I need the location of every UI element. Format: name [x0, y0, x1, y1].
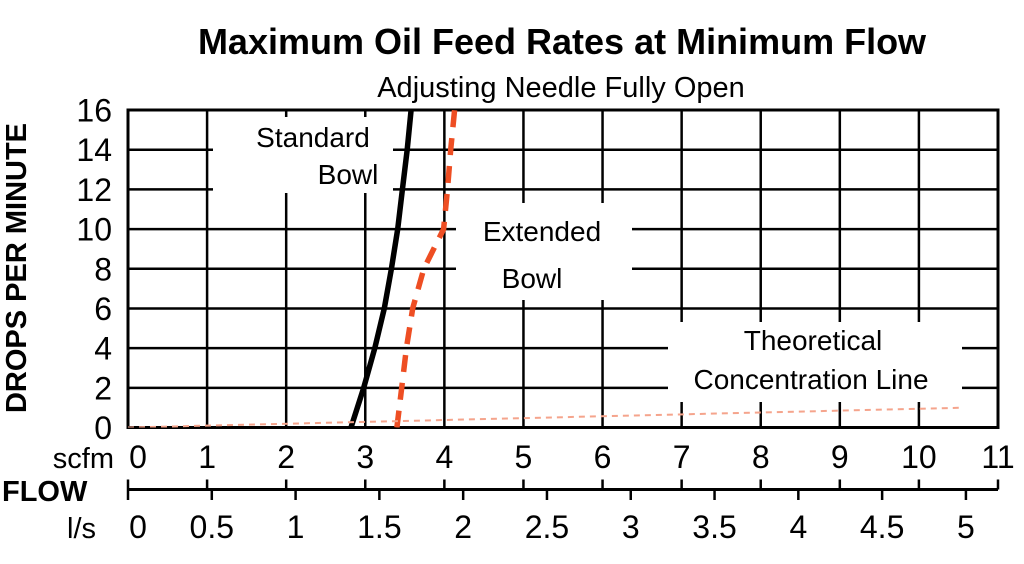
ls-tick-label: 5 — [957, 509, 975, 545]
y-tick-label: 2 — [94, 370, 112, 406]
scfm-tick-label: 9 — [831, 439, 849, 475]
chart-title: Maximum Oil Feed Rates at Minimum Flow — [198, 21, 927, 62]
data-series — [128, 110, 964, 428]
ls-tick-label: 3.5 — [692, 509, 736, 545]
ls-tick-label: 0 — [129, 509, 147, 545]
extended-bowl-label-line2: Bowl — [502, 263, 563, 294]
series-standard-bowl — [348, 110, 414, 428]
ls-tick-label: 4.5 — [860, 509, 904, 545]
extended-bowl-label-box — [456, 203, 632, 300]
ls-tick-label: 4 — [789, 509, 807, 545]
y-tick-label: 8 — [94, 251, 112, 287]
ls-tick-label: 3 — [622, 509, 640, 545]
standard-bowl-label-line1: Standard — [256, 122, 370, 153]
ls-tick-label: 1 — [287, 509, 305, 545]
standard-bowl-label-box — [213, 117, 393, 193]
scfm-tick-label: 6 — [594, 439, 612, 475]
scfm-tick-label: 10 — [901, 439, 937, 475]
series-theoretical-concentration-line — [128, 406, 964, 428]
series-annotations: Standard Bowl Extended Bowl Theoretical … — [213, 117, 962, 402]
ls-unit-label: l/s — [67, 513, 96, 545]
scfm-tick-label: 0 — [129, 439, 147, 475]
y-tick-label: 10 — [76, 212, 112, 248]
scfm-tick-label: 5 — [515, 439, 533, 475]
theoretical-line-label-line1: Theoretical — [744, 325, 883, 356]
scfm-unit-label: scfm — [53, 443, 114, 475]
ls-tick-label: 0.5 — [190, 509, 234, 545]
ls-tick-label: 2 — [454, 509, 472, 545]
y-tick-label: 14 — [76, 132, 112, 168]
scfm-tick-label: 7 — [673, 439, 691, 475]
extended-bowl-label-line1: Extended — [483, 216, 601, 247]
y-tick-label: 4 — [94, 331, 112, 367]
y-axis-label: DROPS PER MINUTE — [1, 123, 33, 413]
chart-subtitle: Adjusting Needle Fully Open — [377, 72, 745, 104]
scfm-tick-label: 4 — [435, 439, 453, 475]
standard-bowl-label-line2: Bowl — [318, 159, 379, 190]
ls-tick-label: 1.5 — [357, 509, 401, 545]
ls-tick-label: 2.5 — [525, 509, 569, 545]
theoretical-line-label-box — [668, 322, 962, 402]
scfm-tick-label: 1 — [198, 439, 216, 475]
scfm-tick-label: 2 — [277, 439, 295, 475]
scfm-tick-label: 3 — [356, 439, 374, 475]
y-tick-label: 16 — [76, 93, 112, 129]
y-tick-label: 0 — [94, 410, 112, 446]
flow-axis: 0 1 2 3 4 5 6 7 8 9 10 11 0 0.5 1 1.5 2 2.5 3 3.5 4 4.5 5 — [126, 439, 1015, 545]
flow-axis-label: FLOW — [2, 476, 88, 508]
theoretical-line-label-line2: Concentration Line — [693, 364, 928, 395]
y-tick-label: 12 — [76, 172, 112, 208]
y-tick-label: 6 — [94, 291, 112, 327]
scfm-tick-label: 11 — [981, 439, 1014, 475]
scfm-tick-label: 8 — [752, 439, 770, 475]
